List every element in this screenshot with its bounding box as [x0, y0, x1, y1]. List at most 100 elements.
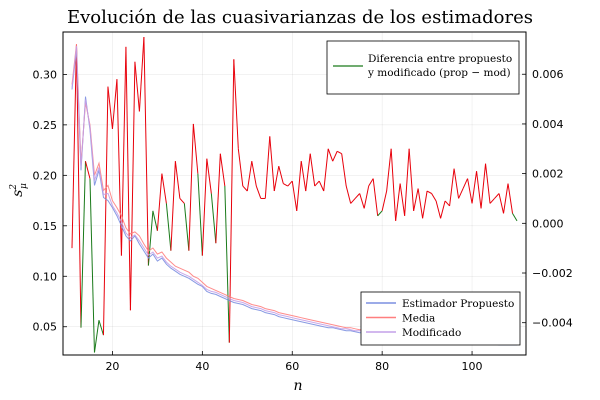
series-difference-segment [75, 44, 82, 328]
series-difference-segment [363, 185, 370, 209]
series-difference-segment [242, 185, 248, 192]
y-right-tick-label: −0.002 [532, 267, 573, 280]
series-difference-segment [251, 161, 257, 187]
series-difference-segment [237, 148, 244, 187]
series-difference-segment [345, 185, 352, 204]
legend-difference-label: y modificado (prop − mod) [367, 67, 511, 79]
series-difference-segment [395, 183, 401, 221]
legend-difference-box [326, 40, 520, 95]
series-difference-segment [449, 168, 455, 206]
series-difference-segment [215, 153, 221, 244]
series-difference-segment [84, 161, 91, 179]
series-difference-segment [494, 193, 500, 199]
series-difference-segment [165, 203, 172, 251]
series-difference-segment [318, 180, 325, 192]
legend-label: Modificado [402, 327, 461, 339]
y-left-tick-label: 0.25 [33, 119, 58, 132]
series-difference-segment [323, 148, 329, 192]
series-difference-segment [116, 79, 122, 256]
series-difference-segment [413, 188, 419, 211]
grid-lines [63, 32, 526, 355]
series-difference-segment [417, 188, 424, 219]
axes-group: 20 40 60 80 100 0.05 0.10 0.15 0.20 0.25 0.30 −0.00… [33, 68, 573, 373]
y-right-tick-label: 0.004 [532, 118, 564, 131]
series-difference-segment [210, 193, 217, 244]
series-difference-segment [431, 193, 437, 202]
series-difference-segment [278, 166, 284, 184]
series-difference-segment [264, 136, 271, 199]
series-difference-segment [147, 210, 154, 266]
series-difference-segment [296, 161, 302, 211]
series-difference-segment [255, 185, 262, 199]
series-difference-segment [125, 46, 131, 311]
series-difference-segment [273, 166, 280, 192]
series-difference-segment [188, 123, 194, 251]
series-difference-segment [386, 148, 392, 192]
series-difference-segment [408, 148, 415, 211]
series-difference-segment [102, 86, 109, 336]
series-difference-segment [458, 188, 464, 199]
series-difference-segment [269, 136, 275, 192]
series-difference-segment [129, 61, 136, 311]
series-difference-segment [341, 153, 347, 187]
series-difference-segment [183, 203, 190, 251]
series-difference-segment [197, 173, 203, 256]
series-difference-segment [426, 190, 432, 194]
series-difference-segment [152, 210, 158, 231]
series-difference-segment [471, 171, 478, 204]
y-axis-label-base: s [10, 190, 26, 197]
y-axis-label: s2μ [9, 183, 29, 197]
series-difference-segment [404, 148, 410, 216]
series-difference-segment [179, 198, 185, 204]
series-difference-segment [224, 186, 230, 343]
series-difference-segment [359, 193, 365, 209]
series-difference-segment [422, 190, 428, 219]
series-difference-segment [228, 59, 235, 343]
x-tick-label: 60 [285, 360, 299, 373]
series-difference-segment [138, 36, 145, 112]
series-difference-segment [134, 61, 140, 112]
series-difference-segment [512, 213, 518, 222]
legend-difference-label: Diferencia entre propuesto [368, 53, 512, 65]
legend-label: Media [402, 313, 435, 325]
series-difference-segment [305, 153, 311, 192]
y-left-tick-label: 0.05 [33, 321, 58, 334]
series-difference-segment [219, 153, 226, 187]
series-difference-segment [120, 46, 127, 256]
series-difference-segment [111, 79, 118, 129]
series-difference-segment [161, 173, 167, 204]
series-difference-segment [89, 178, 95, 353]
series-difference-segment [80, 161, 86, 328]
series-difference-segment [354, 193, 361, 199]
series-difference-segment [291, 181, 298, 211]
series-difference-segment [201, 158, 208, 256]
series-difference-segment [107, 86, 113, 129]
series-difference-segment [498, 193, 505, 214]
legend-estimators-box [360, 291, 521, 346]
series-difference-segment [170, 161, 176, 251]
series-difference-segment [283, 183, 288, 187]
y-right-tick-label: 0.002 [532, 168, 564, 181]
series-difference-segment [174, 161, 181, 199]
series-difference-segment [206, 158, 212, 194]
series-difference-segment [444, 200, 450, 207]
legend-estimators: Estimador Propuesto Media Modificado [360, 291, 521, 346]
y-right-tick-label: 0.006 [532, 68, 564, 81]
plot-frame [62, 31, 527, 356]
series-difference-segment [507, 183, 514, 214]
series-difference-segment [399, 183, 406, 216]
series-difference-segment [327, 148, 334, 162]
series-difference-segment [503, 183, 509, 214]
series-difference-segment [440, 200, 446, 219]
x-axis-label: n [293, 378, 302, 394]
y-left-tick-label: 0.20 [33, 169, 58, 182]
series-difference-segment [368, 178, 374, 187]
series-difference-segment [462, 178, 469, 189]
series-difference-segment [192, 123, 199, 174]
x-tick-label: 100 [462, 360, 483, 373]
series-difference-segment [93, 320, 100, 353]
series-difference-segment [98, 320, 104, 336]
x-tick-label: 80 [375, 360, 389, 373]
y-axis-label-sup: 2 [9, 184, 19, 191]
series-difference-segment [453, 168, 460, 199]
